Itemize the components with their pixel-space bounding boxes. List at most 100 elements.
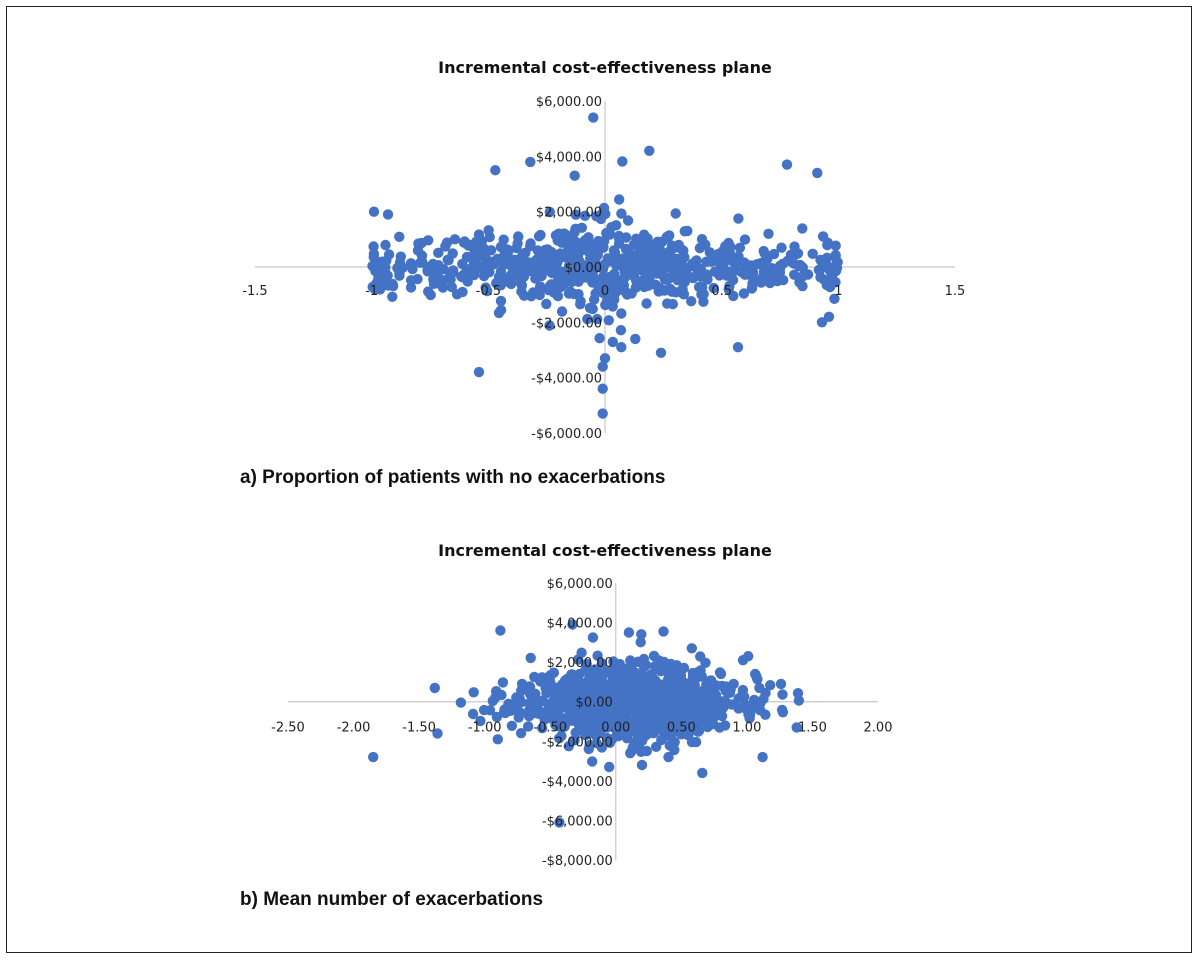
chart-b-point <box>467 708 479 720</box>
chart-a-point <box>739 234 751 245</box>
chart-b-point <box>491 711 503 723</box>
chart-b-point <box>716 710 728 722</box>
chart-b-point <box>584 739 595 751</box>
chart-a-point <box>530 273 541 284</box>
chart-a-point <box>812 167 823 179</box>
chart-a-point <box>590 288 601 299</box>
chart-a-point <box>575 299 586 310</box>
chart-a-point <box>526 263 538 274</box>
chart-a-point <box>495 295 507 307</box>
chart-a-point <box>724 280 735 292</box>
chart-b-point <box>572 654 584 665</box>
chart-a-point <box>732 342 744 353</box>
chart-b-point <box>665 678 676 689</box>
chart-b-point <box>468 687 479 698</box>
chart-a-point <box>817 231 829 242</box>
chart-a-point <box>816 317 828 328</box>
chart-a-x-tick-label: 1.5 <box>945 284 966 299</box>
chart-b-point <box>635 695 646 706</box>
chart-a-point <box>670 208 681 219</box>
chart-a-point <box>672 275 683 286</box>
chart-a-point <box>588 112 599 123</box>
chart-a-point <box>425 289 436 301</box>
chart-b-point <box>492 734 503 745</box>
chart-b-point <box>724 687 736 698</box>
chart-b-point <box>673 708 684 719</box>
chart-b-point <box>708 719 719 730</box>
chart-a-point <box>797 223 808 234</box>
chart-a-point <box>655 263 666 275</box>
chart-b-point <box>523 721 534 732</box>
chart-a-point <box>826 275 838 287</box>
chart-b-y-tick-label: $6,000.00 <box>547 577 613 592</box>
chart-a-point <box>461 263 473 275</box>
chart-a-point <box>579 235 590 246</box>
chart-b-point <box>656 734 667 746</box>
chart-a-y-tick-label: $6,000.00 <box>536 95 602 110</box>
chart-a-point <box>755 277 767 288</box>
chart-b-point <box>511 704 522 716</box>
chart-a-point <box>557 266 568 278</box>
chart-b-point <box>636 629 647 640</box>
chart-a-point <box>615 325 627 336</box>
chart-a-point <box>667 298 678 310</box>
chart-a-point <box>598 242 609 253</box>
chart-a-x-tick-label: 0 <box>601 284 609 299</box>
chart-a-y-tick-label: -$6,000.00 <box>531 427 602 442</box>
chart-a-point <box>642 268 653 279</box>
chart-a-point <box>496 253 507 264</box>
chart-b-point <box>777 707 789 718</box>
chart-b-point <box>649 661 661 672</box>
chart-b-x-tick-label: -0.50 <box>533 721 567 736</box>
chart-b-point <box>701 679 712 690</box>
chart-a-point <box>598 260 609 272</box>
chart-b-point <box>765 680 776 691</box>
chart-b-point <box>596 658 608 669</box>
chart-a-point <box>821 252 833 263</box>
chart-b-point <box>539 714 550 725</box>
chart-b-point <box>627 699 638 710</box>
chart-a-point <box>387 278 398 290</box>
chart-a-point <box>590 253 601 264</box>
chart-a-point <box>382 209 394 220</box>
chart-a-point <box>480 282 491 293</box>
chart-a-point <box>641 298 652 309</box>
chart-a-point <box>627 266 639 278</box>
chart-b-y-tick-label: -$2,000.00 <box>542 735 613 750</box>
chart-b-point <box>574 668 585 680</box>
chart-b-point <box>745 705 757 716</box>
chart-a-point <box>632 240 643 251</box>
chart-b-point <box>577 720 588 731</box>
chart-b-point <box>596 688 607 699</box>
chart-b-point <box>563 699 575 710</box>
chart-a-point <box>515 276 526 287</box>
chart-a-point <box>774 262 786 274</box>
chart-a-caption: a) Proportion of patients with no exacer… <box>240 467 666 488</box>
chart-b-point <box>601 705 612 716</box>
chart-a-point <box>599 283 611 294</box>
chart-b-point <box>501 703 512 714</box>
chart-a-point <box>544 206 555 218</box>
chart-a-point <box>518 290 530 301</box>
chart-a-x-tick-label: -0.5 <box>476 284 501 299</box>
chart-a-point <box>619 266 631 277</box>
chart-b-x-tick-label: 0.00 <box>601 721 630 736</box>
chart-a-point <box>467 251 478 262</box>
chart-b-x-tick-label: -1.50 <box>402 721 436 736</box>
chart-b-x-tick-label: -1.00 <box>468 721 502 736</box>
chart-a-point <box>706 256 717 267</box>
chart-a-point <box>473 366 485 378</box>
chart-a-point <box>563 288 575 299</box>
chart-b-point <box>577 696 588 707</box>
chart-b-point <box>611 727 623 738</box>
chart-a-point <box>483 225 494 236</box>
chart-b-point <box>614 658 625 670</box>
chart-b-x-tick-label: 1.50 <box>798 721 827 736</box>
chart-a-point <box>687 261 699 272</box>
chart-a-point <box>443 255 454 266</box>
chart-b-point <box>757 751 768 763</box>
chart-a-point <box>545 282 557 294</box>
chart-a-point <box>405 275 417 286</box>
chart-b-point <box>743 651 754 662</box>
